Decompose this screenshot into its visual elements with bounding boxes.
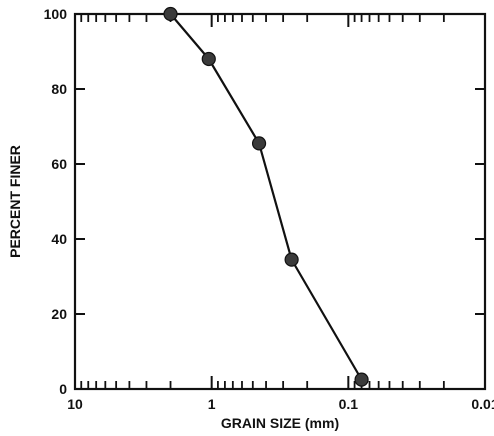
data-point-marker (201, 51, 216, 67)
y-tick-label: 20 (51, 306, 67, 322)
data-point-marker (354, 372, 369, 387)
y-tick-label: 40 (51, 231, 67, 247)
data-point-marker (284, 252, 299, 267)
x-tick-label: 0.01 (471, 396, 494, 412)
x-tick-label: 0.1 (339, 396, 359, 412)
y-tick-label: 80 (51, 81, 67, 97)
plot-frame (73, 12, 487, 391)
axis-ticks (74, 13, 486, 390)
y-axis-label: PERCENT FINER (7, 145, 23, 258)
y-tick-label: 0 (59, 381, 67, 397)
data-point-marker (163, 6, 178, 22)
data-series (163, 6, 369, 387)
y-tick-label: 60 (51, 156, 67, 172)
series-line (169, 12, 363, 381)
x-tick-label: 10 (67, 396, 83, 412)
x-tick-label: 1 (208, 396, 216, 412)
data-point-marker (251, 136, 267, 151)
x-axis-label: GRAIN SIZE (mm) (221, 415, 339, 431)
plot-frame-border (73, 12, 487, 391)
y-tick-label: 100 (44, 6, 68, 22)
axis-labels: 0 20 40 60 80 100 10 1 0.1 0.01 GRAIN SIZE (mm) PER… (7, 6, 494, 431)
